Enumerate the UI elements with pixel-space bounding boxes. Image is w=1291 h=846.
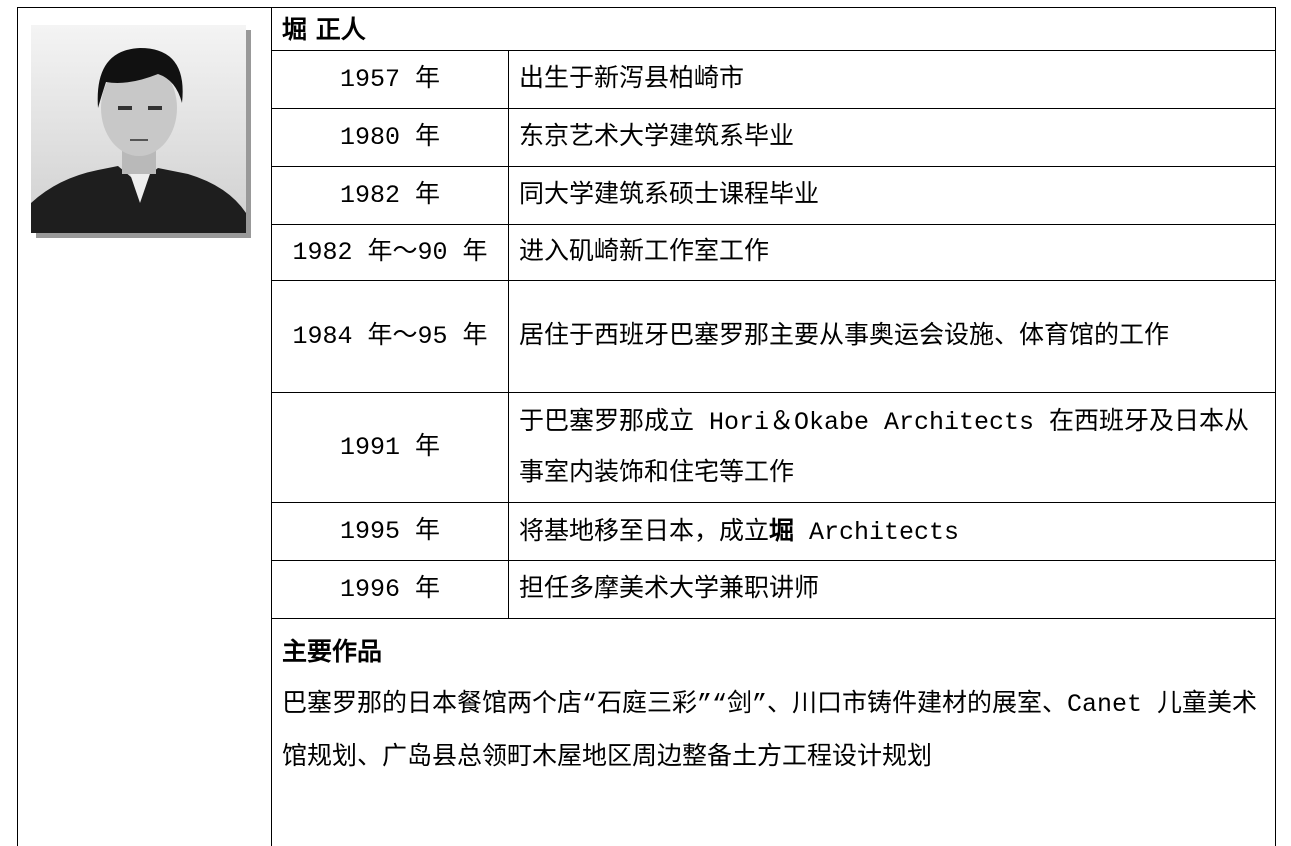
works-cell: 主要作品 巴塞罗那的日本餐馆两个店“石庭三彩”“剑”、川口市铸件建材的展室、Ca… bbox=[271, 618, 1276, 846]
photo-cell bbox=[17, 7, 272, 846]
table-row: 1995 年将基地移至日本，成立堀 Architects bbox=[18, 502, 1276, 561]
date-cell: 1982 年～90 年 bbox=[271, 224, 509, 281]
description-part: Architects bbox=[794, 518, 960, 547]
portrait bbox=[31, 25, 251, 238]
table-row: 1984 年～95 年居住于西班牙巴塞罗那主要从事奥运会设施、体育馆的工作 bbox=[18, 280, 1276, 393]
profile-table: 堀 正人 1957 年出生于新泻县柏崎市 1980 年东京艺术大学建筑系毕业 198… bbox=[17, 7, 1276, 846]
table-row: 1991 年于巴塞罗那成立 Hori＆Okabe Architects 在西班牙… bbox=[18, 392, 1276, 503]
description-cell: 担任多摩美术大学兼职讲师 bbox=[508, 560, 1276, 619]
person-name: 堀 正人 bbox=[271, 7, 1276, 51]
date-cell: 1980 年 bbox=[271, 108, 509, 167]
works-heading: 主要作品 bbox=[282, 637, 383, 666]
date-cell: 1996 年 bbox=[271, 560, 509, 619]
description-part: 堀 bbox=[769, 516, 795, 545]
description-cell: 进入矶崎新工作室工作 bbox=[508, 224, 1276, 281]
description-cell: 出生于新泻县柏崎市 bbox=[508, 50, 1276, 109]
works-text: 巴塞罗那的日本餐馆两个店“石庭三彩”“剑”、川口市铸件建材的展室、Canet 儿… bbox=[282, 690, 1258, 772]
date-cell: 1991 年 bbox=[271, 392, 509, 503]
description-cell: 东京艺术大学建筑系毕业 bbox=[508, 108, 1276, 167]
date-cell: 1982 年 bbox=[271, 166, 509, 225]
table-row: 1957 年出生于新泻县柏崎市 bbox=[18, 50, 1276, 109]
table-row: 1980 年东京艺术大学建筑系毕业 bbox=[18, 108, 1276, 167]
description-cell: 于巴塞罗那成立 Hori＆Okabe Architects 在西班牙及日本从事室… bbox=[508, 392, 1276, 503]
date-cell: 1957 年 bbox=[271, 50, 509, 109]
description-cell: 同大学建筑系硕士课程毕业 bbox=[508, 166, 1276, 225]
date-cell: 1995 年 bbox=[271, 502, 509, 561]
description-part: 将基地移至日本，成立 bbox=[519, 518, 770, 547]
date-cell: 1984 年～95 年 bbox=[271, 280, 509, 393]
description-cell: 将基地移至日本，成立堀 Architects bbox=[508, 502, 1276, 561]
description-cell: 居住于西班牙巴塞罗那主要从事奥运会设施、体育馆的工作 bbox=[508, 280, 1276, 393]
table-row: 1982 年～90 年进入矶崎新工作室工作 bbox=[18, 224, 1276, 281]
